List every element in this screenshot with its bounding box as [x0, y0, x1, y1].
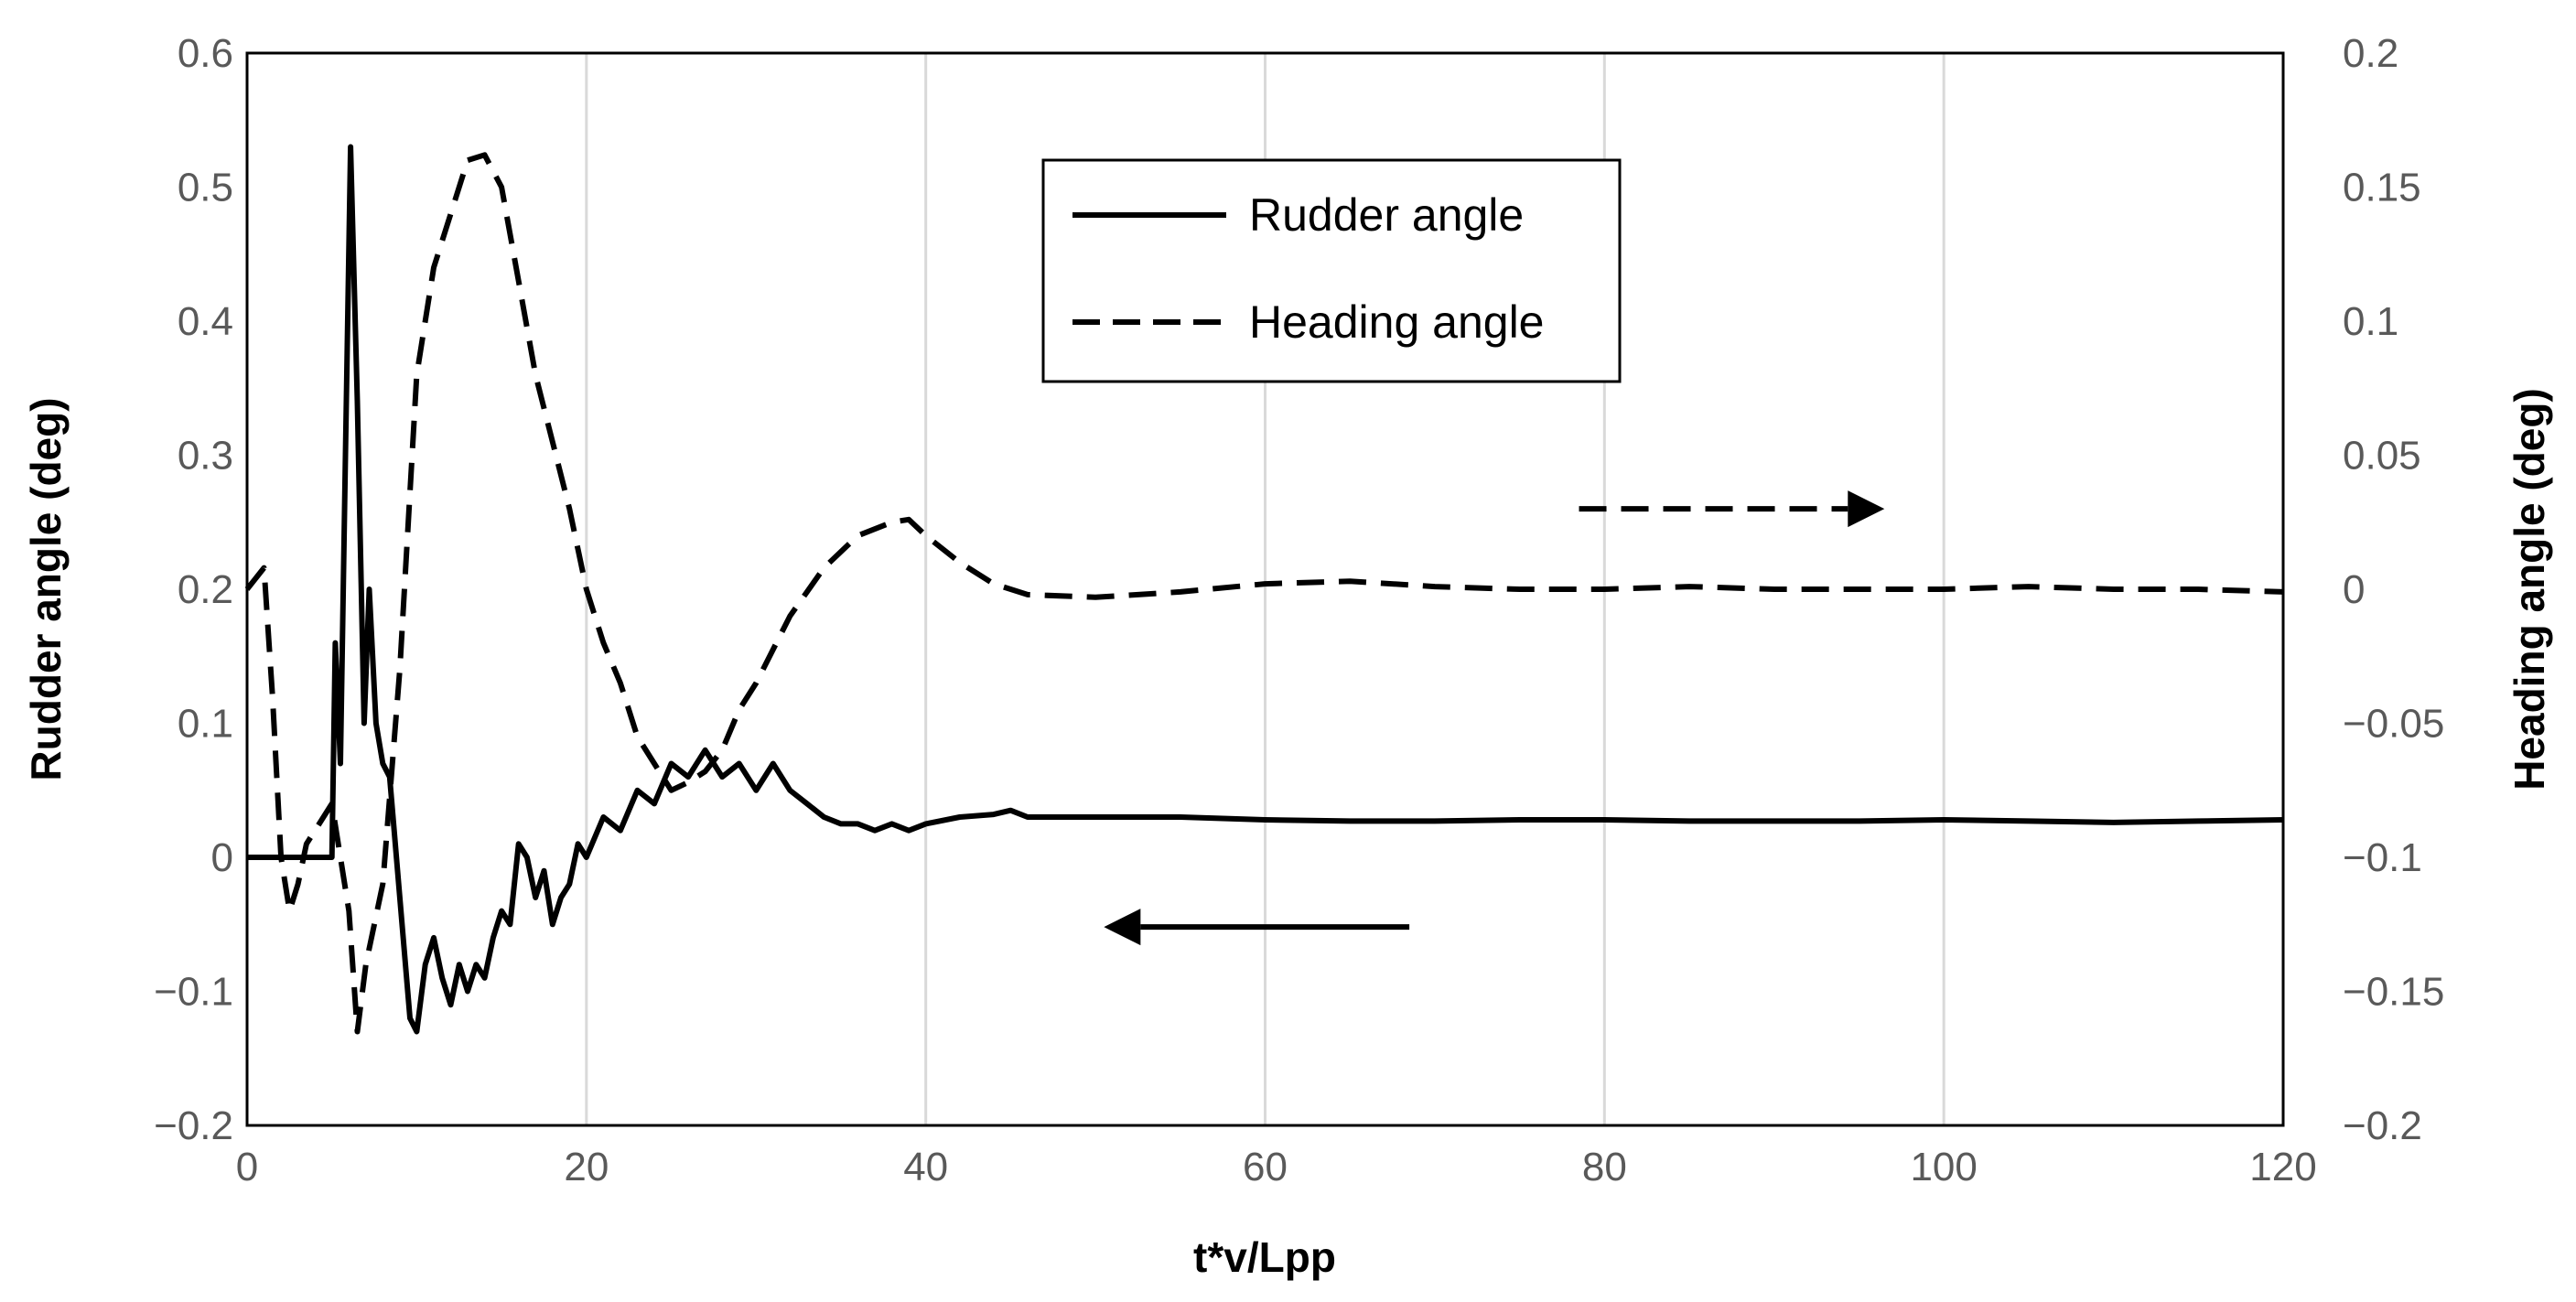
y-left-axis-title: Rudder angle (deg) [22, 397, 70, 780]
legend-rudder-label: Rudder angle [1249, 189, 1524, 241]
x-tick-label: 100 [1910, 1145, 1977, 1189]
y-right-tick-label: 0.15 [2343, 166, 2421, 210]
y-left-tick-label: −0.1 [154, 970, 233, 1015]
y-right-tick-label: −0.1 [2343, 835, 2422, 880]
y-left-tick-label: 0.5 [178, 166, 233, 210]
x-tick-label: 60 [1243, 1145, 1288, 1189]
x-tick-label: 20 [564, 1145, 609, 1189]
tick-labels: 0 20 40 60 80 100 120 0.6 0.5 0.4 0.3 0.2 0.1 0 −0.1 −0… [154, 31, 2444, 1189]
y-right-tick-label: −0.05 [2343, 702, 2444, 747]
y-left-tick-label: 0.6 [178, 31, 233, 76]
x-tick-label: 80 [1582, 1145, 1627, 1189]
rudder-angle-line [247, 144, 2284, 1035]
plot-area-border [245, 51, 2285, 1127]
heading-angle-line [244, 152, 2284, 1035]
x-tick-label: 0 [236, 1145, 258, 1189]
x-tick-label: 120 [2249, 1145, 2316, 1189]
heading-axis-arrow-head [1848, 490, 1885, 528]
legend-heading-label: Heading angle [1249, 296, 1545, 348]
y-right-tick-label: 0.05 [2343, 434, 2421, 479]
y-right-tick-label: −0.2 [2343, 1103, 2422, 1148]
y-left-tick-label: 0.2 [178, 567, 233, 612]
y-right-tick-label: 0.1 [2343, 299, 2398, 344]
y-right-tick-label: 0.2 [2343, 31, 2398, 76]
y-left-tick-label: 0.3 [178, 434, 233, 479]
y-right-tick-label: −0.15 [2343, 970, 2444, 1015]
y-left-tick-label: 0 [211, 835, 233, 880]
legend-box [1041, 158, 1622, 383]
y-left-tick-label: 0.4 [178, 299, 233, 344]
rudder-axis-arrow-head [1104, 909, 1141, 946]
y-right-axis-title: Heading angle (deg) [2506, 388, 2553, 791]
y-left-tick-label: 0.1 [178, 702, 233, 747]
annotation-layer [1104, 490, 1885, 946]
x-axis-title: t*v/Lpp [1193, 1233, 1336, 1281]
y-right-tick-label: 0 [2343, 567, 2365, 612]
series-layer [244, 144, 2284, 1035]
y-left-tick-label: −0.2 [154, 1103, 233, 1148]
legend: Rudder angle Heading angle [1041, 158, 1622, 383]
x-tick-label: 40 [903, 1145, 948, 1189]
